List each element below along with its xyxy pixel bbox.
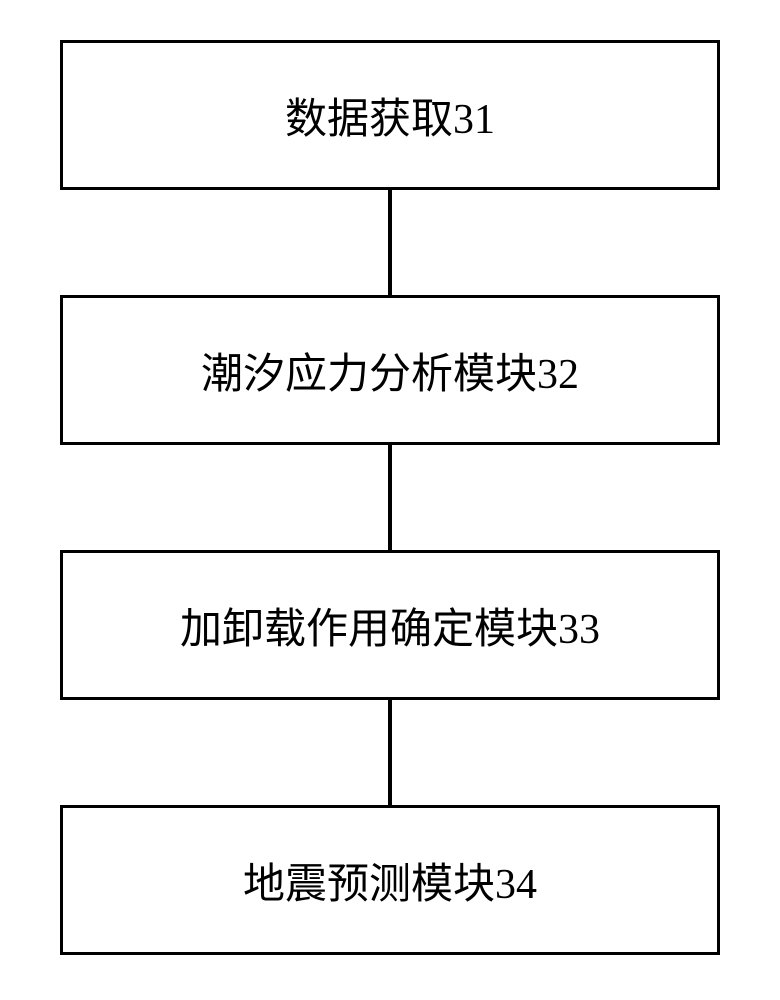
flowchart-connector: [388, 445, 392, 550]
flowchart-node: 地震预测模块34: [60, 805, 720, 955]
flowchart-node: 加卸载作用确定模块33: [60, 550, 720, 700]
flowchart-connector: [388, 700, 392, 805]
node-label: 潮汐应力分析模块32: [201, 340, 579, 401]
flowchart-connector: [388, 190, 392, 295]
node-label: 加卸载作用确定模块33: [180, 595, 600, 656]
flowchart-container: 数据获取31 潮汐应力分析模块32 加卸载作用确定模块33 地震预测模块34: [0, 0, 780, 1000]
flowchart-node: 潮汐应力分析模块32: [60, 295, 720, 445]
node-label: 地震预测模块34: [243, 850, 537, 911]
flowchart-node: 数据获取31: [60, 40, 720, 190]
node-label: 数据获取31: [285, 85, 495, 146]
